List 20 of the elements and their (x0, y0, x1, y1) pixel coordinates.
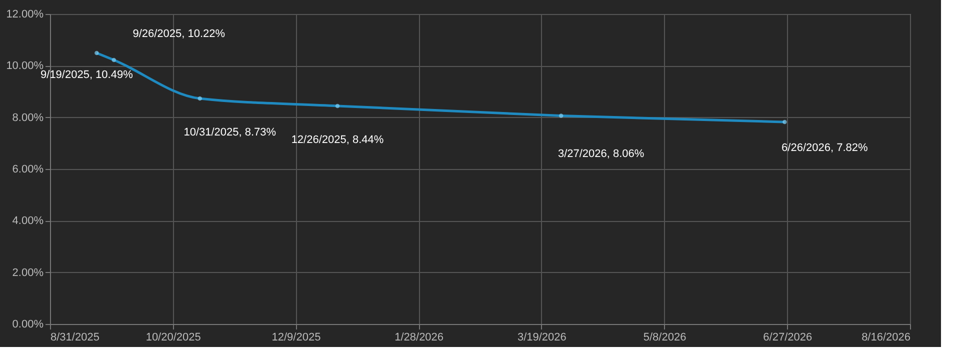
data-label: 12/26/2025, 8.44% (291, 134, 384, 146)
x-tick-label: 5/8/2026 (643, 332, 686, 344)
y-tick-label: 4.00% (12, 215, 44, 228)
y-tick-label: 2.00% (12, 266, 44, 279)
x-tick-label: 8/16/2026 (862, 332, 910, 344)
data-label: 6/26/2026, 7.82% (782, 142, 868, 154)
y-tick-label: 6.00% (12, 164, 44, 176)
y-tick-label: 0.00% (12, 318, 44, 330)
y-tick-label: 12.00% (6, 8, 44, 20)
data-label: 10/31/2025, 8.73% (184, 126, 276, 138)
data-label: 3/27/2026, 8.06% (558, 148, 644, 160)
y-tick-label: 8.00% (12, 112, 44, 124)
data-label: 9/19/2025, 10.49% (40, 69, 134, 82)
x-tick-label: 12/9/2025 (272, 332, 321, 344)
x-tick-label: 6/27/2026 (763, 332, 812, 344)
x-tick-label: 3/19/2026 (517, 332, 566, 344)
x-tick-label: 10/20/2025 (146, 332, 201, 344)
data-label: 9/26/2025, 10.22% (132, 28, 226, 40)
x-tick-label: 8/31/2025 (50, 332, 100, 344)
x-tick-label: 1/28/2026 (394, 332, 444, 344)
